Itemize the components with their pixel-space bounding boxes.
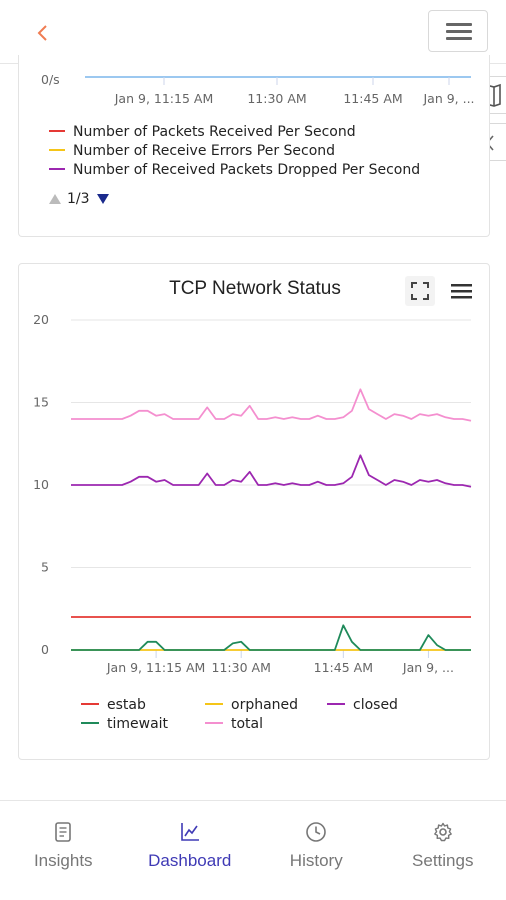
y-tick-label: 20	[33, 312, 49, 327]
x-tick-label: 11:30 AM	[247, 91, 306, 106]
y-tick-label: 5	[41, 560, 49, 575]
fullscreen-button[interactable]	[405, 276, 435, 306]
packets-chart-card: 0/s Jan 9, 11:15 AM 11:30 AM 11:45 AM Jan 9…	[18, 55, 490, 237]
nav-history-label: History	[289, 851, 343, 870]
series-line-closed[interactable]	[71, 454, 472, 488]
tcp-chart-card: TCP Network Status 0 5 10 15 20 Jan 9, 11:15…	[18, 263, 490, 760]
nav-settings[interactable]: Settings	[380, 801, 506, 900]
y-tick-label: 10	[33, 477, 49, 492]
legend-label: total	[231, 716, 263, 732]
nav-history[interactable]: History	[253, 801, 380, 900]
nav-settings-label: Settings	[412, 851, 474, 870]
nav-dashboard-label: Dashboard	[148, 851, 232, 870]
chart-title: TCP Network Status	[169, 278, 341, 299]
back-button[interactable]	[28, 18, 60, 48]
hamburger-icon	[446, 23, 472, 26]
chevron-left-icon	[37, 25, 47, 41]
legend-item[interactable]: Number of Receive Errors Per Second	[49, 143, 335, 159]
legend-pager: 1/3	[49, 191, 109, 207]
legend-item-estab[interactable]: estab	[81, 697, 146, 713]
packets-chart: 0/s Jan 9, 11:15 AM 11:30 AM 11:45 AM Jan 9…	[41, 72, 475, 207]
legend-label: orphaned	[231, 697, 298, 713]
y-tick-label: 15	[33, 395, 49, 410]
x-tick-label: 11:45 AM	[343, 91, 402, 106]
chart-menu-button[interactable]	[447, 278, 477, 306]
x-tick-label: Jan 9, 11:15 AM	[106, 660, 205, 675]
bottom-nav: Insights Dashboard History Settings	[0, 800, 506, 900]
x-tick-label: 11:45 AM	[314, 660, 373, 675]
menu-button[interactable]	[428, 10, 488, 52]
x-tick-label: Jan 9, ...	[422, 91, 474, 106]
legend-label: Number of Packets Received Per Second	[73, 124, 356, 140]
legend-label: estab	[107, 697, 146, 713]
top-bar	[0, 0, 506, 64]
fullscreen-icon	[411, 282, 429, 300]
legend-page-label: 1/3	[67, 191, 90, 207]
legend-next-icon[interactable]	[97, 194, 109, 204]
nav-insights[interactable]: Insights	[0, 801, 127, 900]
nav-insights-label: Insights	[33, 851, 93, 870]
nav-dashboard[interactable]: Dashboard	[127, 801, 254, 900]
legend-label: timewait	[107, 716, 169, 732]
legend-item[interactable]: Number of Received Packets Dropped Per S…	[49, 162, 420, 178]
legend-label: closed	[353, 697, 398, 713]
series-line-total[interactable]	[71, 388, 472, 422]
clock-icon	[306, 822, 327, 842]
series-line-timewait[interactable]	[71, 624, 471, 651]
legend-label: Number of Receive Errors Per Second	[73, 143, 335, 159]
y-tick-label: 0	[41, 642, 49, 657]
legend-prev-icon[interactable]	[49, 194, 61, 204]
chart-line-icon	[180, 823, 199, 841]
tcp-chart: TCP Network Status 0 5 10 15 20 Jan 9, 11:15…	[33, 276, 477, 732]
legend-item-closed[interactable]: closed	[327, 697, 398, 713]
legend-item[interactable]: Number of Packets Received Per Second	[49, 124, 356, 140]
legend-item-timewait[interactable]: timewait	[81, 716, 169, 732]
legend-item-orphaned[interactable]: orphaned	[205, 697, 298, 713]
legend-item-total[interactable]: total	[205, 716, 263, 732]
x-tick-label: Jan 9, 11:15 AM	[114, 91, 213, 106]
hamburger-icon	[451, 284, 472, 299]
y-tick-label: 0/s	[41, 72, 60, 87]
x-tick-label: 11:30 AM	[212, 660, 271, 675]
x-tick-label: Jan 9, ...	[402, 660, 454, 675]
document-icon	[55, 822, 72, 842]
gear-icon	[433, 822, 452, 842]
legend-label: Number of Received Packets Dropped Per S…	[73, 162, 420, 178]
